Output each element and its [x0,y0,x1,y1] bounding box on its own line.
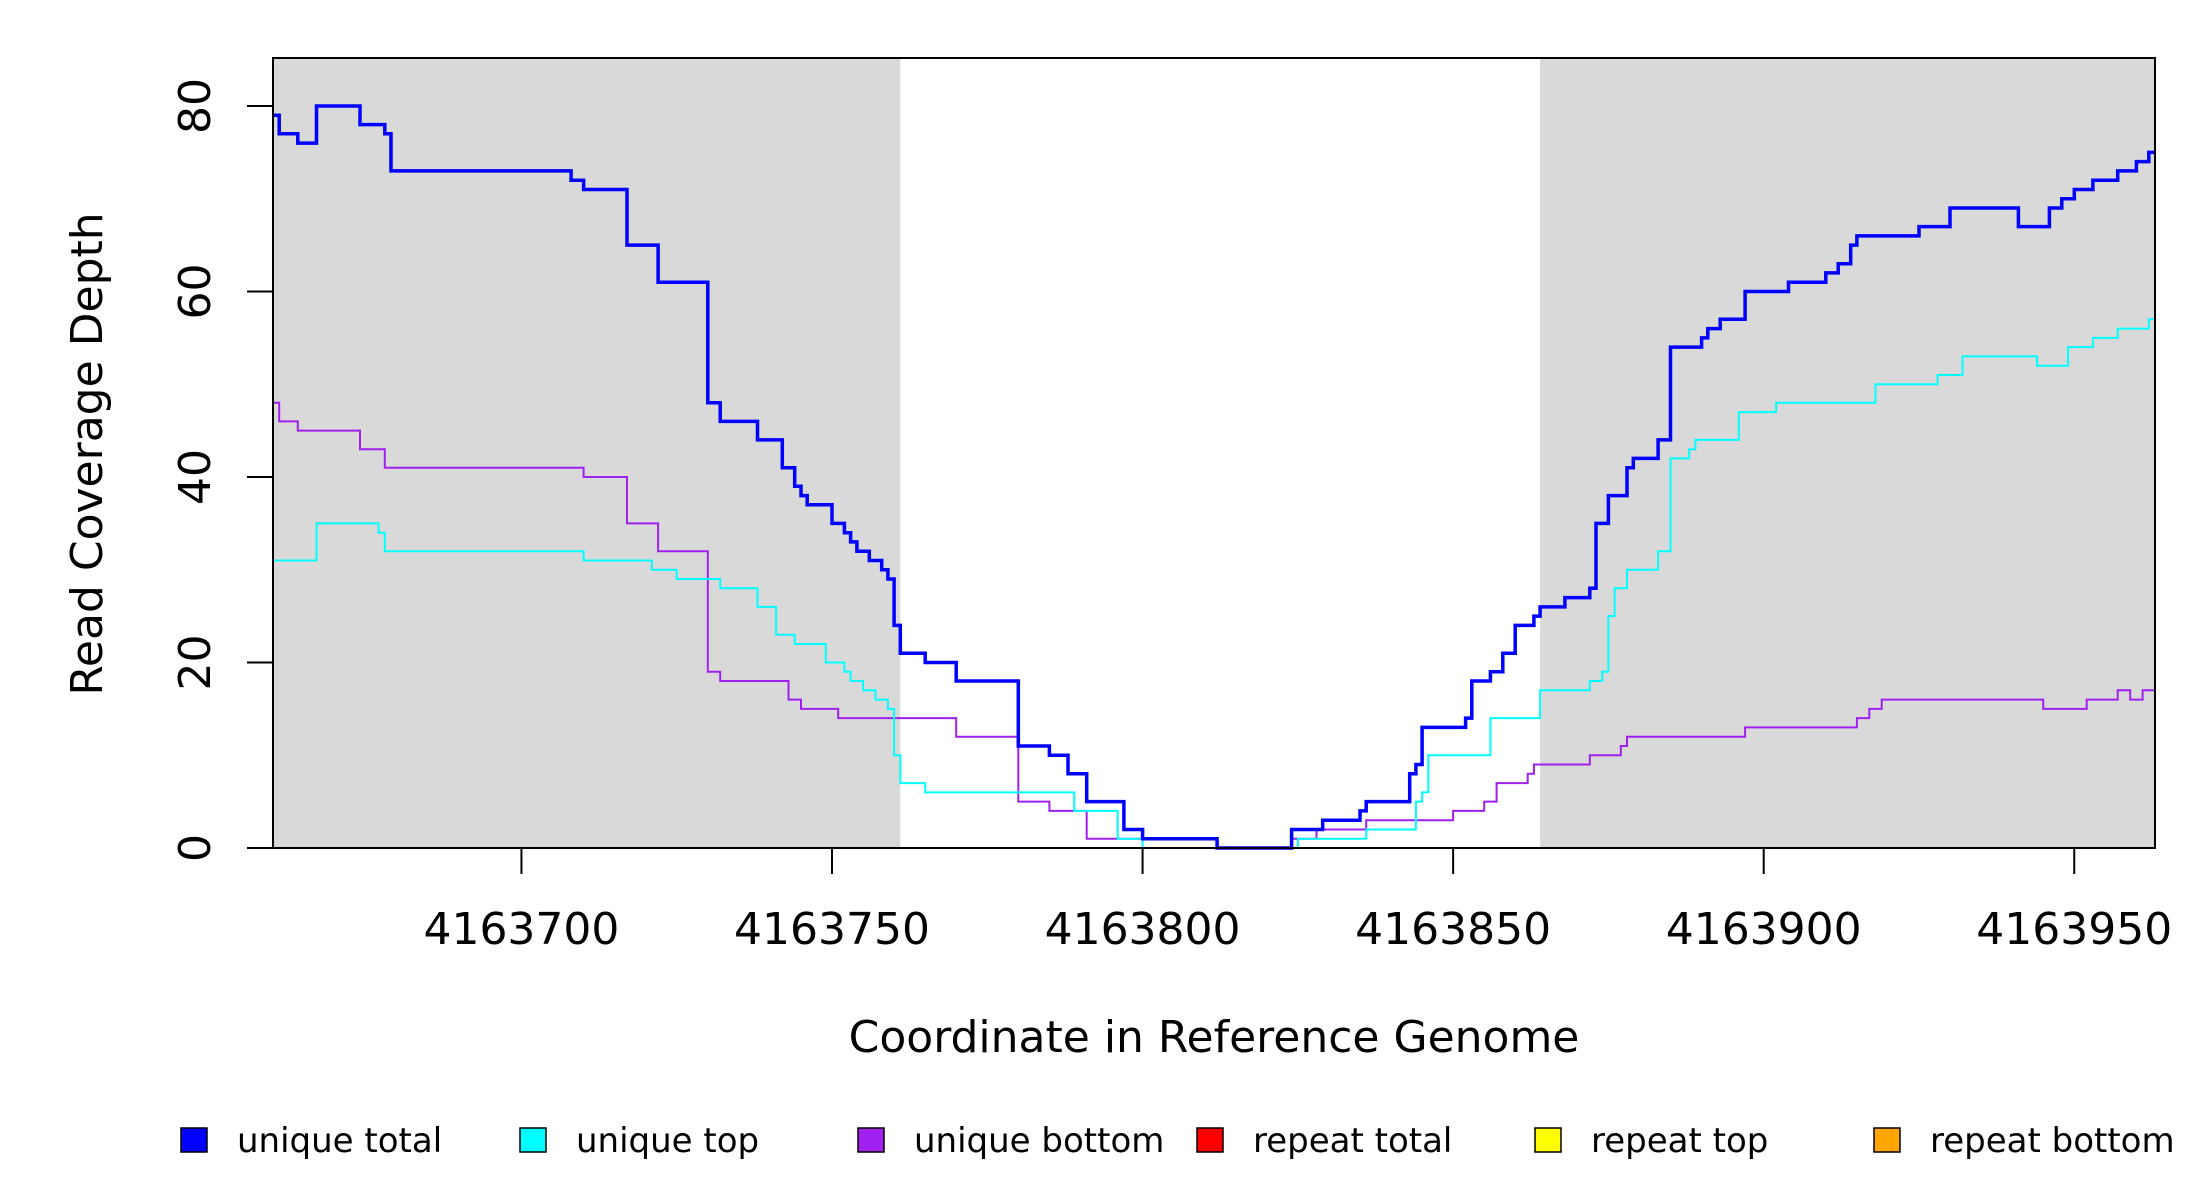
legend-swatch-unique-top [519,1127,547,1153]
series-line-unique-total [273,104,2155,850]
legend-label-repeat-total: repeat total [1253,1121,1452,1161]
x-tick-label: 4163800 [1045,904,1241,955]
legend-swatch-repeat-top [1534,1127,1562,1153]
y-tick-label: 80 [170,78,221,134]
legend-label-unique-bottom: unique bottom [914,1121,1164,1161]
x-axis: 4163700 4163750 4163800 4163850 4163900 41639… [423,848,2172,955]
legend-label-unique-total: unique total [237,1121,442,1161]
legend-label-repeat-top: repeat top [1591,1121,1768,1161]
y-axis: 0 20 40 60 80 [170,78,274,862]
shaded-region-2 [1540,58,2155,848]
legend-swatch-repeat-bottom [1873,1127,1901,1153]
x-tick-label: 4163950 [1976,904,2172,955]
x-tick-label: 4163750 [734,904,930,955]
series-line-unique-top [273,318,2155,849]
legend-swatch-unique-bottom [857,1127,885,1153]
x-tick-label: 4163850 [1355,904,1551,955]
y-tick-label: 40 [170,449,221,505]
y-tick-label: 60 [170,264,221,320]
shaded-regions [273,58,2155,848]
y-axis-title: Read Coverage Depth [62,212,113,695]
x-tick-label: 4163900 [1666,904,1862,955]
legend-swatch-repeat-total [1196,1127,1224,1153]
x-axis-title: Coordinate in Reference Genome [849,1012,1580,1063]
x-tick-label: 4163700 [423,904,619,955]
shaded-region-1 [273,58,901,848]
legend-swatch-unique-total [180,1127,208,1153]
y-tick-label: 20 [170,635,221,691]
legend: unique total unique top unique bottom repea… [180,1121,2175,1161]
legend-label-repeat-bottom: repeat bottom [1930,1121,2175,1161]
legend-label-unique-top: unique top [576,1121,759,1161]
y-tick-label: 0 [170,834,221,862]
